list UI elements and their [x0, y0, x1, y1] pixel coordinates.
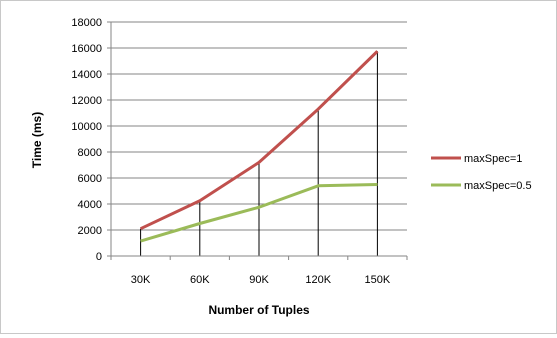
series-line — [139, 50, 379, 231]
y-tick-label: 4000 — [78, 199, 102, 211]
x-tick-label: 120K — [305, 274, 331, 286]
y-tick-label: 12000 — [71, 95, 102, 107]
y-tick-label: 18000 — [71, 17, 102, 29]
x-tick-label: 150K — [365, 274, 391, 286]
series-lines — [139, 50, 379, 243]
y-tick-label: 0 — [96, 251, 102, 263]
legend-label: maxSpec=0.5 — [464, 180, 532, 192]
legend-label: maxSpec=1 — [464, 153, 522, 165]
y-tick-label: 10000 — [71, 121, 102, 133]
y-tick-label: 16000 — [71, 43, 102, 55]
y-tick-label: 2000 — [78, 225, 102, 237]
drop-lines — [140, 51, 378, 256]
x-tick-label: 30K — [131, 274, 151, 286]
x-tick-labels: 30K 60K 90K 120K 150K — [131, 274, 391, 286]
series-line — [140, 183, 378, 243]
x-tick-label: 90K — [249, 274, 269, 286]
legend: maxSpec=1 maxSpec=0.5 — [431, 153, 532, 192]
y-tick-label: 14000 — [71, 69, 102, 81]
line-chart: 0 2000 4000 6000 8000 10000 12000 14000 16000 180… — [30, 17, 532, 317]
axes — [110, 22, 407, 257]
y-axis-title: Time (ms) — [30, 112, 44, 168]
x-tick-label: 60K — [190, 274, 210, 286]
y-tick-label: 8000 — [78, 147, 102, 159]
y-tick-labels: 0 2000 4000 6000 8000 10000 12000 14000 16000 180… — [71, 17, 102, 263]
y-tick-label: 6000 — [78, 173, 102, 185]
x-axis-title: Number of Tuples — [208, 303, 309, 317]
